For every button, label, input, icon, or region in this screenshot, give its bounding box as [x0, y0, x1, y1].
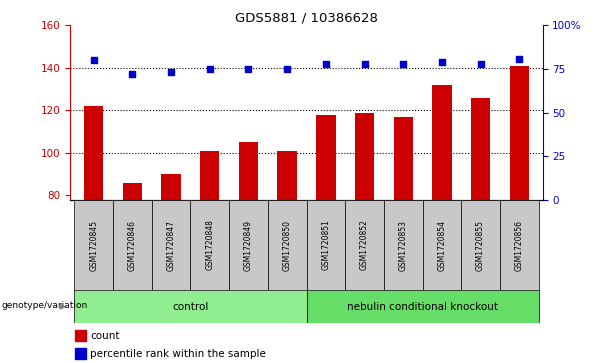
Text: GSM1720851: GSM1720851: [321, 220, 330, 270]
Bar: [278, 151, 297, 200]
Bar: [75, 330, 86, 341]
Text: GSM1720852: GSM1720852: [360, 220, 369, 270]
Title: GDS5881 / 10386628: GDS5881 / 10386628: [235, 11, 378, 24]
Bar: [422, 200, 461, 290]
Bar: [355, 113, 374, 200]
Text: count: count: [90, 331, 120, 341]
Text: GSM1720854: GSM1720854: [438, 220, 446, 270]
Text: GSM1720847: GSM1720847: [167, 220, 175, 270]
Text: percentile rank within the sample: percentile rank within the sample: [90, 349, 266, 359]
Point: [282, 66, 292, 72]
Bar: [394, 117, 413, 200]
Bar: [74, 290, 306, 323]
Point: [476, 61, 485, 67]
Point: [166, 70, 176, 76]
Text: nebulin conditional knockout: nebulin conditional knockout: [347, 302, 498, 312]
Bar: [509, 66, 529, 200]
Point: [89, 57, 99, 63]
Bar: [461, 200, 500, 290]
Bar: [200, 151, 219, 200]
Bar: [161, 174, 181, 200]
Text: control: control: [172, 302, 208, 312]
Bar: [316, 115, 335, 200]
Bar: [123, 183, 142, 200]
Text: GSM1720846: GSM1720846: [128, 220, 137, 270]
Bar: [75, 348, 86, 359]
Bar: [432, 85, 452, 200]
Bar: [268, 200, 306, 290]
Bar: [500, 200, 539, 290]
Point: [205, 66, 215, 72]
Bar: [191, 200, 229, 290]
Bar: [84, 106, 104, 200]
Point: [243, 66, 253, 72]
Text: GSM1720849: GSM1720849: [244, 220, 253, 270]
Bar: [229, 200, 268, 290]
Bar: [471, 98, 490, 200]
Text: GSM1720848: GSM1720848: [205, 220, 215, 270]
Bar: [74, 200, 113, 290]
Point: [437, 59, 447, 65]
Point: [360, 61, 370, 67]
Bar: [384, 200, 422, 290]
Text: GSM1720855: GSM1720855: [476, 220, 485, 270]
Bar: [306, 290, 539, 323]
Text: GSM1720850: GSM1720850: [283, 220, 292, 270]
Bar: [239, 142, 258, 200]
Text: GSM1720856: GSM1720856: [515, 220, 524, 270]
Bar: [152, 200, 191, 290]
Text: GSM1720853: GSM1720853: [398, 220, 408, 270]
Text: GSM1720845: GSM1720845: [89, 220, 98, 270]
Point: [398, 61, 408, 67]
Point: [128, 71, 137, 77]
Point: [514, 56, 524, 61]
Bar: [345, 200, 384, 290]
Text: genotype/variation: genotype/variation: [1, 301, 88, 310]
Point: [321, 61, 331, 67]
Bar: [113, 200, 152, 290]
Bar: [306, 200, 345, 290]
